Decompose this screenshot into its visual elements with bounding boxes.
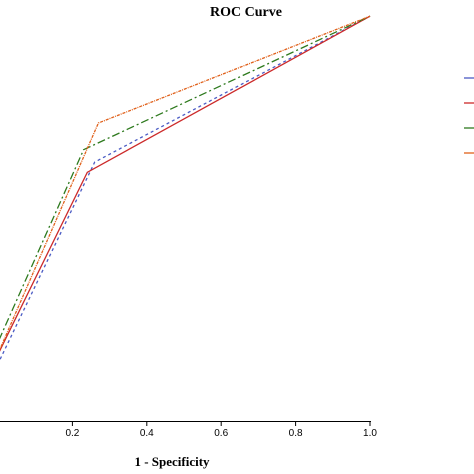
x-ticks-group: 0.2 0.4 0.6 0.8 1.0 [65,421,377,439]
chart-title: ROC Curve [210,5,282,20]
series-line-1 [0,15,371,362]
series-group [0,15,371,362]
x-tick-label: 0.4 [140,428,154,439]
series-line-2 [0,15,371,352]
x-tick-label: 1.0 [363,428,377,439]
legend [464,77,474,154]
x-axis-label: 1 - Specificity [134,454,210,469]
series-line-3 [0,15,371,340]
x-tick-label: 0.8 [289,428,303,439]
series-line-4 [0,15,371,351]
x-tick-label: 0.6 [214,428,228,439]
x-tick-label: 0.2 [65,428,79,439]
